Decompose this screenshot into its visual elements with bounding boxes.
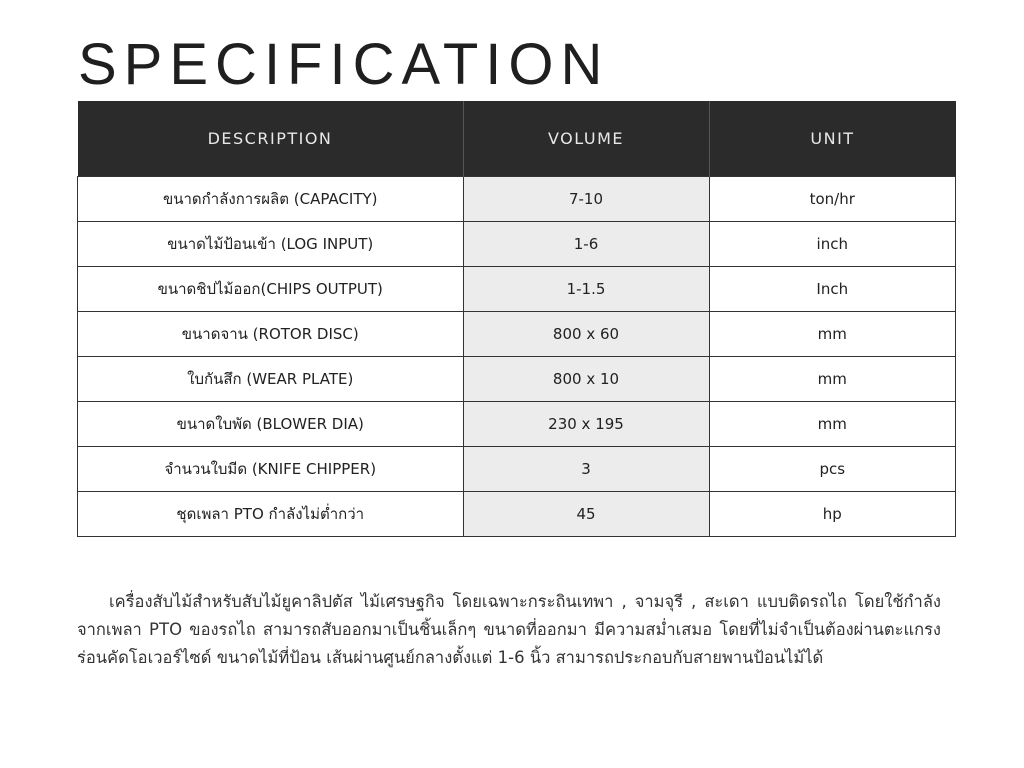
cell-description: ขนาดไม้ป้อนเข้า (LOG INPUT) <box>77 221 464 267</box>
specification-table: DESCRIPTION VOLUME UNIT ขนาดกำลังการผลิต… <box>77 101 956 537</box>
cell-volume: 3 <box>462 446 710 492</box>
header-description: DESCRIPTION <box>77 101 463 177</box>
table-row: ขนาดใบพัด (BLOWER DIA) 230 x 195 mm <box>77 401 956 447</box>
cell-unit: inch <box>708 221 956 267</box>
cell-volume: 800 x 60 <box>462 311 710 357</box>
cell-description: ขนาดกำลังการผลิต (CAPACITY) <box>77 176 464 222</box>
cell-description: ขนาดจาน (ROTOR DISC) <box>77 311 464 357</box>
table-header-row: DESCRIPTION VOLUME UNIT <box>77 101 956 177</box>
cell-unit: mm <box>708 401 956 447</box>
cell-description: ชุดเพลา PTO กำลังไม่ต่ำกว่า <box>77 491 464 537</box>
table-row: ชุดเพลา PTO กำลังไม่ต่ำกว่า 45 hp <box>77 491 956 537</box>
page-title: SPECIFICATION <box>78 32 610 97</box>
table-row: ใบกันสึก (WEAR PLATE) 800 x 10 mm <box>77 356 956 402</box>
cell-unit: ton/hr <box>708 176 956 222</box>
cell-description: จำนวนใบมีด (KNIFE CHIPPER) <box>77 446 464 492</box>
table-row: ขนาดจาน (ROTOR DISC) 800 x 60 mm <box>77 311 956 357</box>
cell-volume: 800 x 10 <box>462 356 710 402</box>
table-row: ขนาดกำลังการผลิต (CAPACITY) 7-10 ton/hr <box>77 176 956 222</box>
cell-volume: 1-6 <box>462 221 710 267</box>
cell-unit: pcs <box>708 446 956 492</box>
cell-volume: 7-10 <box>462 176 710 222</box>
cell-volume: 230 x 195 <box>462 401 710 447</box>
cell-description: ขนาดชิปไม้ออก(CHIPS OUTPUT) <box>77 266 464 312</box>
table-row: ขนาดไม้ป้อนเข้า (LOG INPUT) 1-6 inch <box>77 221 956 267</box>
table-row: ขนาดชิปไม้ออก(CHIPS OUTPUT) 1-1.5 Inch <box>77 266 956 312</box>
cell-volume: 1-1.5 <box>462 266 710 312</box>
product-description: เครื่องสับไม้สำหรับสับไม้ยูคาลิปตัส ไม้เ… <box>77 592 941 667</box>
header-volume: VOLUME <box>462 101 709 177</box>
cell-unit: mm <box>708 356 956 402</box>
cell-description: ใบกันสึก (WEAR PLATE) <box>77 356 464 402</box>
cell-volume: 45 <box>462 491 710 537</box>
table-row: จำนวนใบมีด (KNIFE CHIPPER) 3 pcs <box>77 446 956 492</box>
cell-unit: mm <box>708 311 956 357</box>
cell-unit: hp <box>708 491 956 537</box>
cell-description: ขนาดใบพัด (BLOWER DIA) <box>77 401 464 447</box>
header-unit: UNIT <box>708 101 956 177</box>
cell-unit: Inch <box>708 266 956 312</box>
